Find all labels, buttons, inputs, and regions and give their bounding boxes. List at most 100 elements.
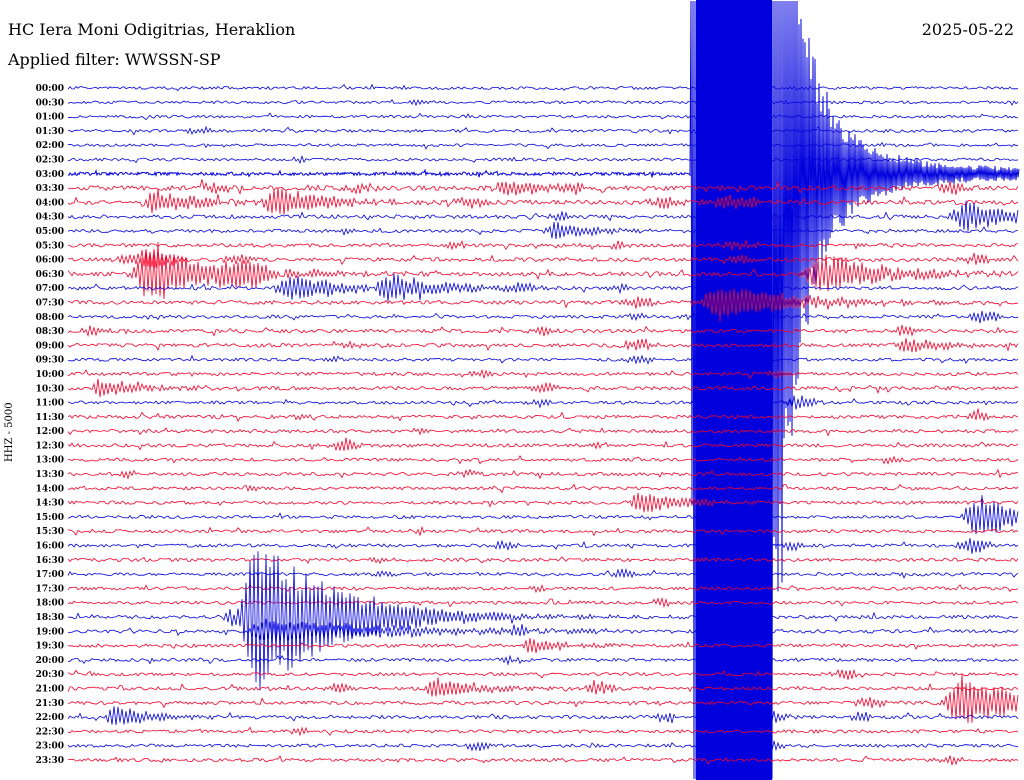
- time-tick-label: 11:30: [36, 413, 64, 423]
- time-tick-label: 06:30: [36, 270, 64, 280]
- time-tick-label: 03:30: [36, 184, 64, 194]
- time-tick-label: 08:30: [36, 327, 64, 337]
- trace-row-10:30: [67, 378, 1019, 398]
- time-tick-label: 05:30: [36, 241, 64, 251]
- trace-row-05:30: [67, 238, 1019, 251]
- time-tick-label: 04:30: [36, 213, 64, 223]
- trace-row-02:00: [67, 141, 1019, 150]
- time-tick-label: 17:00: [36, 570, 64, 580]
- time-tick-label: 06:00: [36, 256, 64, 266]
- time-tick-label: 12:00: [36, 427, 64, 437]
- time-tick-label: 17:30: [36, 584, 64, 594]
- time-tick-label: 11:00: [36, 399, 64, 409]
- time-tick-label: 13:30: [36, 470, 64, 480]
- time-tick-label: 05:00: [36, 227, 64, 237]
- trace-row-02:30: [67, 154, 1019, 164]
- time-tick-label: 21:30: [36, 699, 64, 709]
- time-tick-label: 00:00: [36, 84, 64, 94]
- trace-row-21:00: [67, 677, 1019, 697]
- trace-row-22:30: [67, 726, 1019, 737]
- time-tick-label: 13:00: [36, 456, 64, 466]
- time-tick-label: 19:00: [36, 627, 64, 637]
- time-tick-label: 15:30: [36, 527, 64, 537]
- trace-row-17:00: [67, 567, 1019, 579]
- time-tick-label: 23:00: [36, 742, 64, 752]
- time-tick-label: 15:00: [36, 513, 64, 523]
- time-tick-label: 23:30: [36, 756, 64, 766]
- station-title: HC Iera Moni Odigitrias, Heraklion: [8, 20, 296, 39]
- date-label: 2025-05-22: [921, 20, 1014, 39]
- time-tick-label: 22:00: [36, 713, 64, 723]
- trace-row-12:30: [67, 437, 1019, 452]
- trace-row-08:00: [67, 310, 1019, 324]
- trace-row-13:00: [67, 454, 1019, 465]
- time-tick-label: 01:00: [36, 113, 64, 123]
- trace-row-19:30: [67, 638, 1019, 654]
- time-tick-label: 09:30: [36, 356, 64, 366]
- time-tick-label: 01:30: [36, 127, 64, 137]
- trace-row-18:30: [67, 551, 1019, 691]
- time-tick-label: 21:00: [36, 685, 64, 695]
- trace-row-15:30: [67, 525, 1019, 537]
- trace-row-12:00: [67, 427, 1019, 437]
- trace-row-23:00: [67, 740, 1019, 752]
- time-tick-label: 02:30: [36, 156, 64, 166]
- trace-row-20:30: [67, 668, 1019, 680]
- time-tick-label: 10:00: [36, 370, 64, 380]
- time-tick-label: 18:00: [36, 599, 64, 609]
- trace-row-18:00: [67, 596, 1019, 609]
- time-tick-label: 14:00: [36, 484, 64, 494]
- trace-row-04:00: [67, 187, 1019, 215]
- time-tick-label: 03:00: [36, 170, 64, 180]
- trace-row-10:00: [67, 368, 1019, 379]
- trace-row-04:30: [67, 200, 1019, 232]
- trace-row-01:00: [67, 112, 1019, 121]
- time-tick-label: 20:30: [36, 670, 64, 680]
- time-tick-label: 04:00: [36, 198, 64, 208]
- trace-row-14:00: [67, 483, 1019, 494]
- trace-row-23:30: [67, 755, 1019, 766]
- trace-row-09:00: [67, 338, 1019, 353]
- trace-row-00:00: [67, 83, 1019, 92]
- time-tick-label: 16:00: [36, 542, 64, 552]
- trace-row-11:00: [67, 395, 1019, 410]
- trace-row-17:30: [67, 584, 1019, 594]
- trace-row-20:00: [68, 654, 1019, 666]
- time-tick-label: 18:30: [36, 613, 64, 623]
- trace-row-05:00: [67, 222, 1019, 239]
- trace-row-11:30: [67, 408, 1019, 423]
- trace-row-14:30: [67, 492, 1019, 513]
- trace-row-00:30: [67, 98, 1019, 107]
- trace-row-16:30: [67, 556, 1019, 565]
- time-tick-label: 22:30: [36, 727, 64, 737]
- time-tick-label: 10:30: [36, 384, 64, 394]
- trace-row-03:00: [67, 0, 1020, 780]
- trace-row-08:30: [67, 324, 1019, 338]
- trace-row-13:30: [67, 468, 1019, 480]
- trace-row-06:00: [67, 249, 1019, 268]
- trace-row-07:30: [67, 288, 1019, 322]
- trace-row-21:30: [67, 674, 1019, 724]
- time-tick-label: 16:30: [36, 556, 64, 566]
- time-tick-label: 08:00: [36, 313, 64, 323]
- trace-row-01:30: [67, 125, 1019, 136]
- trace-row-19:00: [67, 618, 1019, 644]
- time-tick-label: 14:30: [36, 499, 64, 509]
- trace-row-09:30: [67, 354, 1019, 365]
- time-tick-label: 19:30: [36, 642, 64, 652]
- trace-row-03:30: [67, 179, 1019, 196]
- time-tick-label: 02:00: [36, 141, 64, 151]
- filter-label: Applied filter: WWSSN-SP: [8, 50, 221, 69]
- trace-row-15:00: [67, 495, 1019, 535]
- time-tick-label: 07:30: [36, 299, 64, 309]
- time-tick-label: 09:00: [36, 341, 64, 351]
- trace-row-06:30: [67, 241, 1019, 300]
- trace-row-16:00: [67, 537, 1019, 554]
- time-tick-label: 07:00: [36, 284, 64, 294]
- time-tick-label: 20:00: [36, 656, 64, 666]
- time-tick-label: 00:30: [36, 98, 64, 108]
- trace-row-07:00: [67, 273, 1019, 302]
- channel-scale-label: HHZ - 5000: [4, 402, 15, 462]
